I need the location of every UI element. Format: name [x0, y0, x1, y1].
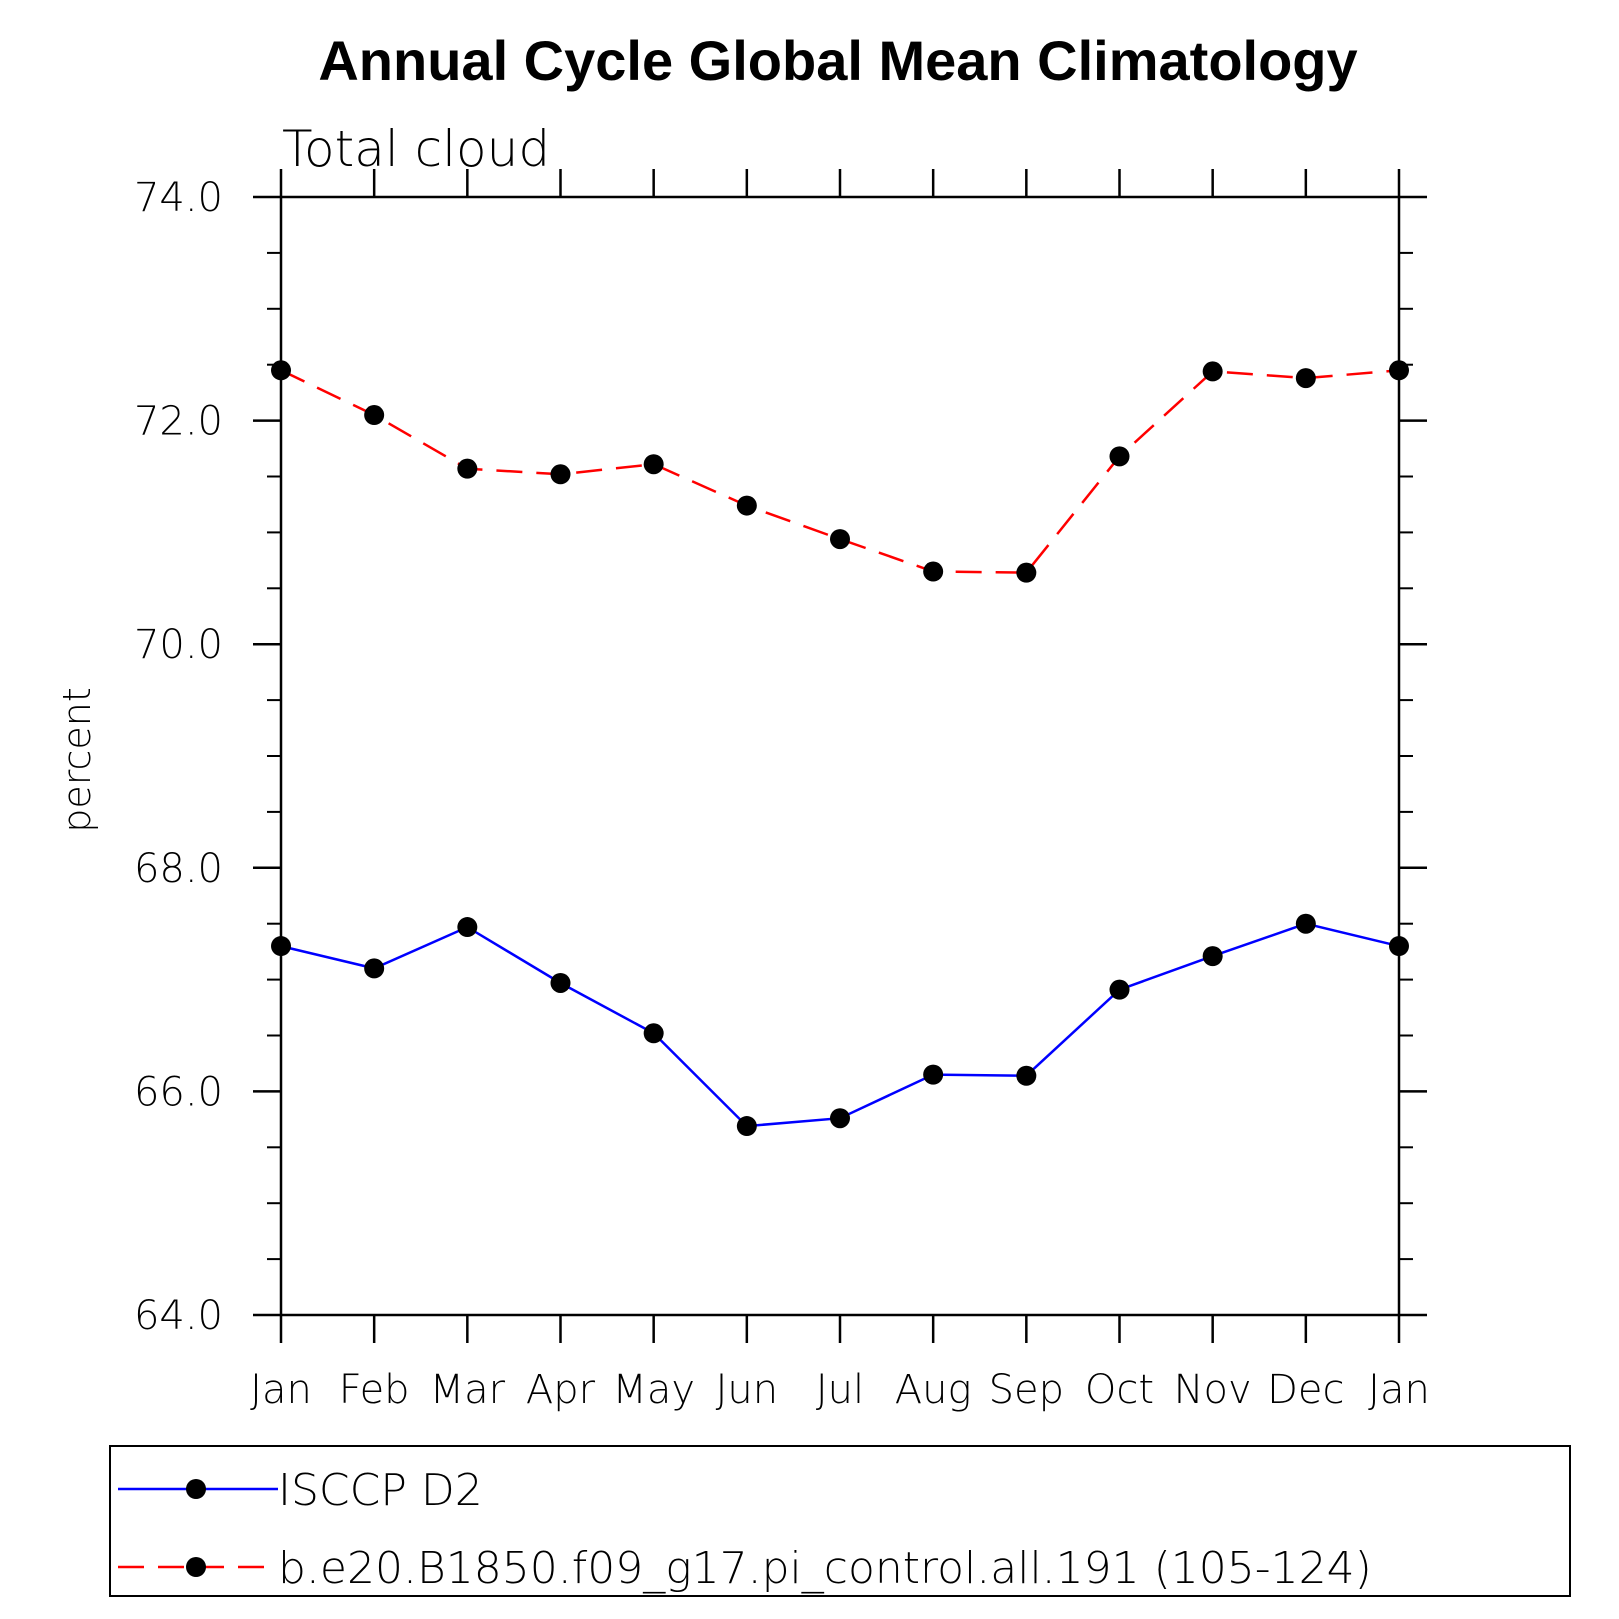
x-tick-label: Mar [430, 1367, 506, 1413]
plot-area: 64.0 66.0 68.0 70.0 72.0 74.0 Jan Feb Mar Apr May J… [134, 169, 1430, 1413]
x-tick-label: Jun [716, 1367, 779, 1413]
x-tick-label: Dec [1267, 1367, 1344, 1413]
y-tick-label: 66.0 [134, 1069, 223, 1115]
data-point [736, 495, 757, 516]
data-point [1295, 368, 1316, 389]
x-tick-label: Jan [250, 1367, 312, 1413]
x-tick-label: Sep [989, 1367, 1064, 1413]
y-tick-label: 72.0 [134, 399, 223, 445]
data-point [364, 405, 385, 426]
data-point [457, 458, 478, 479]
chart-subtitle: Total cloud [282, 120, 550, 178]
legend-label: b.e20.B1850.f09_g17.pi_control.all.191 (… [278, 1543, 1372, 1594]
data-point [643, 454, 664, 475]
data-point [1202, 361, 1223, 382]
x-tick-label: May [612, 1367, 695, 1413]
data-point [830, 1108, 850, 1129]
data-point [550, 972, 571, 993]
plot-frame [279, 195, 1401, 1317]
x-tick-label: Apr [526, 1367, 596, 1413]
data-point [271, 936, 291, 957]
data-point [923, 1064, 944, 1085]
data-point [457, 917, 478, 938]
data-point [1109, 446, 1130, 467]
data-point [923, 561, 944, 582]
data-point [1016, 1065, 1037, 1086]
y-tick-label: 68.0 [134, 846, 223, 892]
data-point [643, 1023, 664, 1044]
y-tick-label: 64.0 [134, 1293, 223, 1339]
data-point [1389, 360, 1409, 381]
legend-label: ISCCP D2 [278, 1465, 483, 1516]
legend-marker [186, 1557, 206, 1577]
data-point [550, 464, 571, 485]
x-tick-label: Oct [1085, 1367, 1154, 1413]
y-tick-label: 70.0 [134, 622, 223, 668]
legend: ISCCP D2 b.e20.B1850.f09_g17.pi_control.a… [109, 1445, 1571, 1597]
data-point [1389, 936, 1409, 957]
x-tick-label: Nov [1174, 1367, 1252, 1413]
x-tick-label: Jan [1368, 1367, 1430, 1413]
data-point [1295, 913, 1316, 934]
data-point [271, 360, 291, 381]
data-point [830, 529, 850, 550]
data-point [1109, 979, 1130, 1000]
x-tick-label: Feb [339, 1367, 410, 1413]
data-point [1016, 562, 1037, 583]
series-line-1 [280, 922, 1400, 1128]
chart-title: Annual Cycle Global Mean Climatology [318, 29, 1357, 92]
data-point [364, 958, 385, 979]
y-tick-label: 74.0 [134, 175, 223, 221]
y-axis-label: percent [55, 687, 99, 833]
legend-box [109, 1445, 1571, 1597]
x-tick-label: Jul [816, 1367, 864, 1413]
legend-marker [186, 1479, 206, 1499]
data-point [1202, 946, 1223, 967]
data-point [736, 1116, 757, 1137]
x-tick-label: Aug [895, 1367, 972, 1413]
